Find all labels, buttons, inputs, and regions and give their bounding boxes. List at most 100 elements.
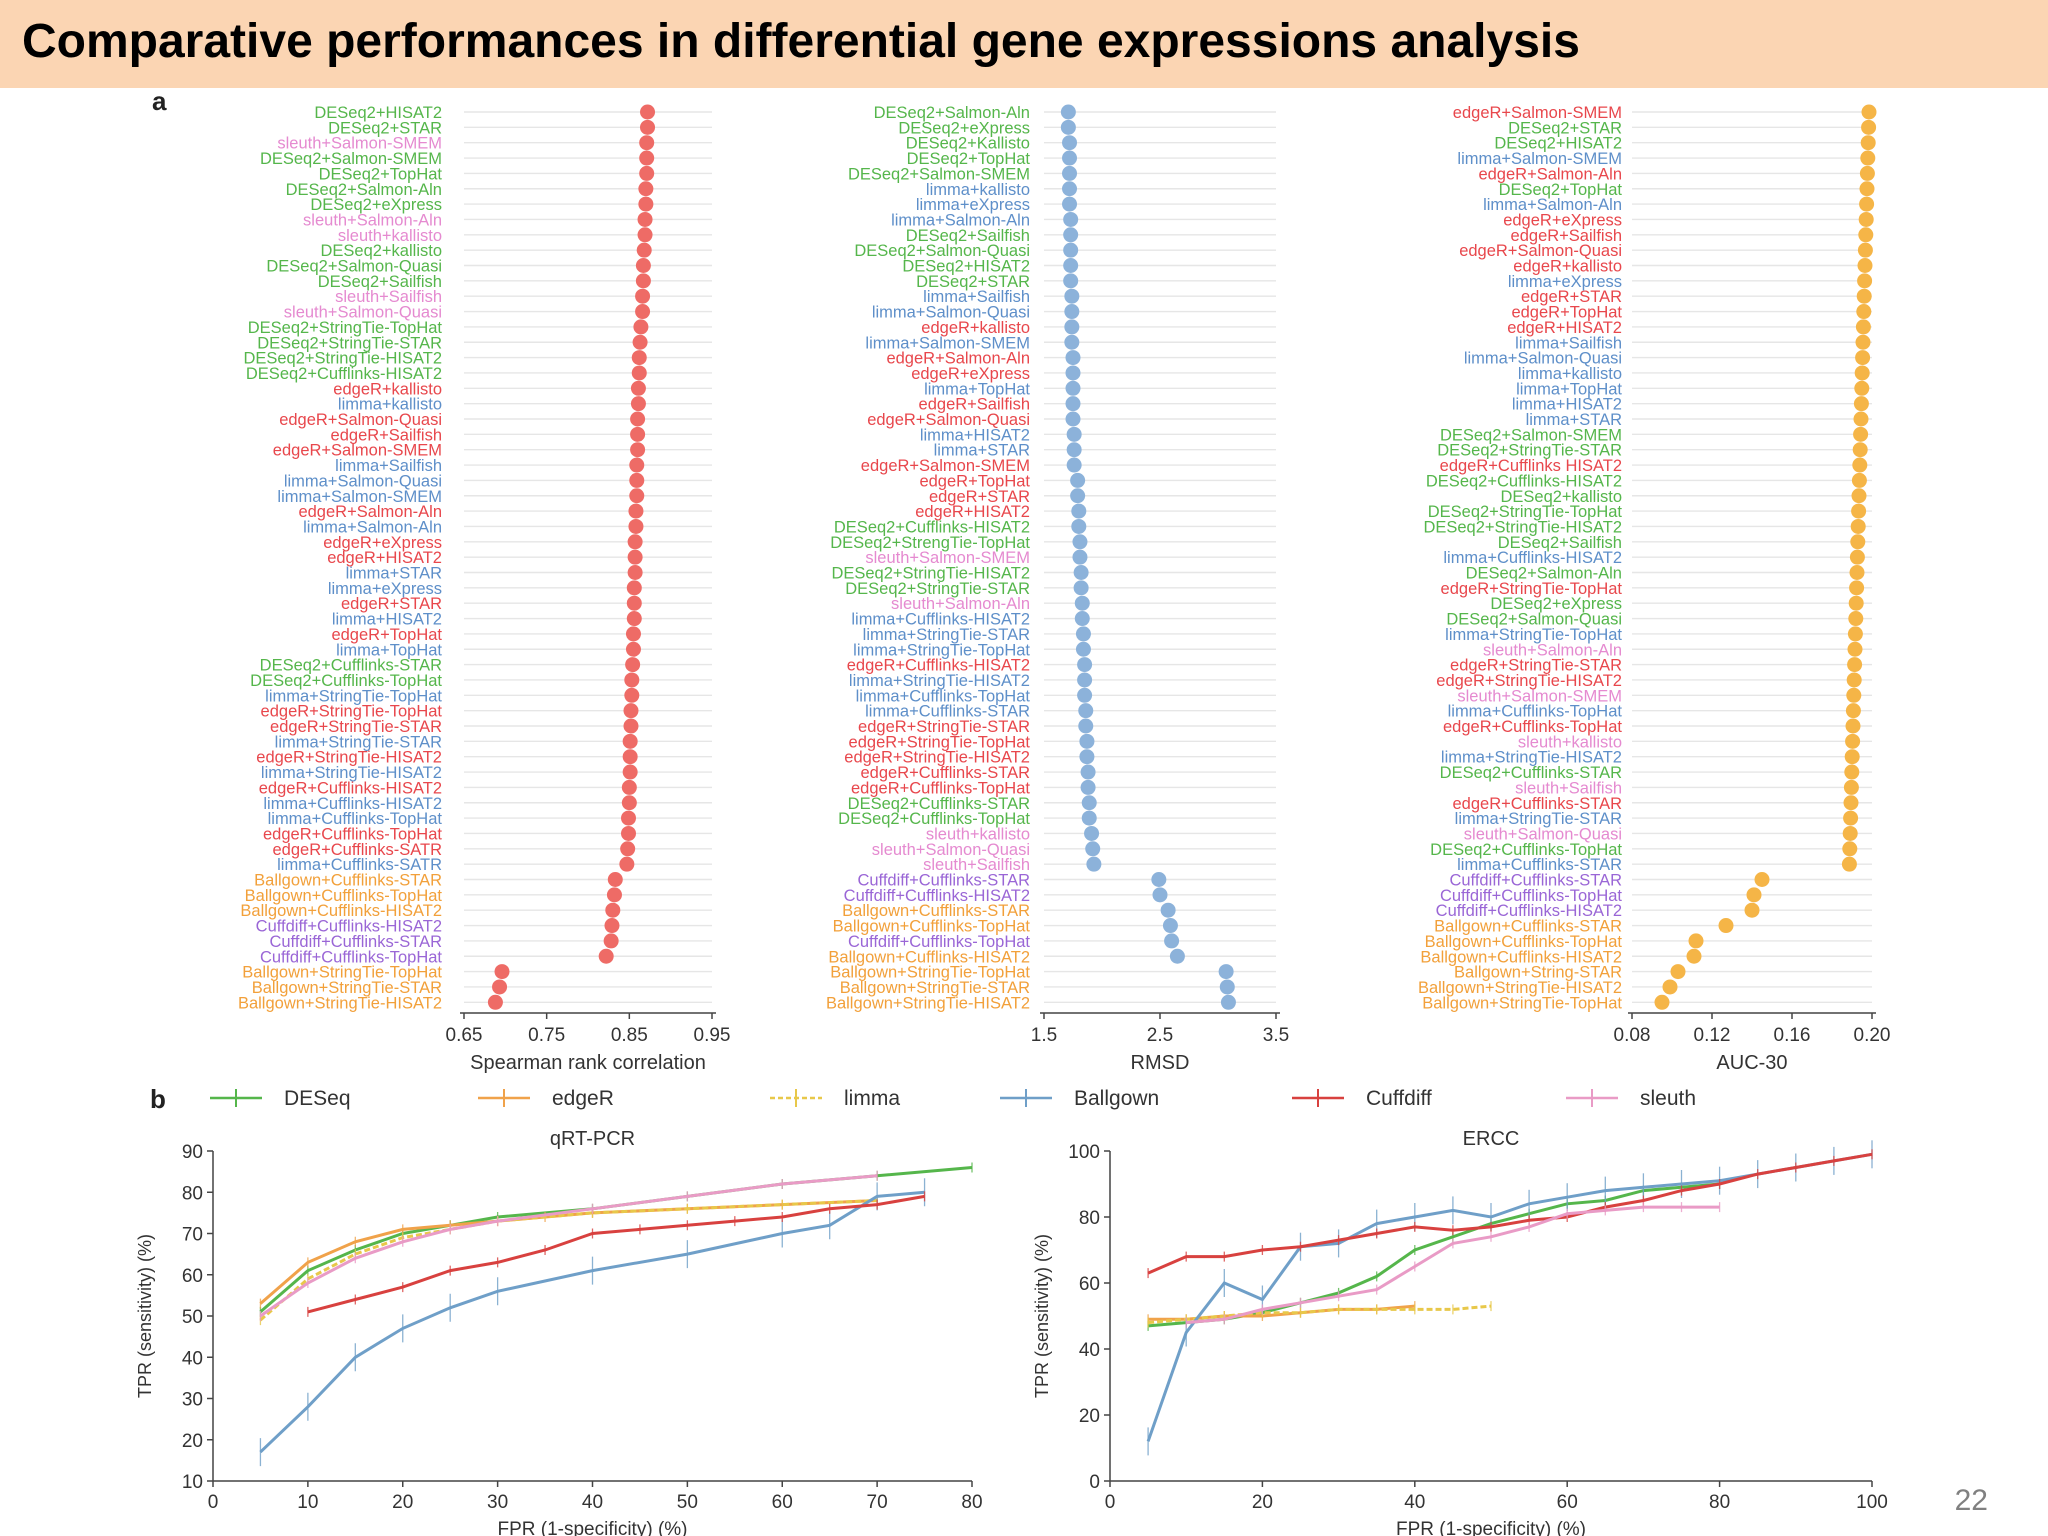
dot-point [1846, 672, 1862, 688]
dot-row-label: limma+Cufflinks-HISAT2 [1443, 549, 1622, 567]
x-tick-label: 0.75 [528, 1025, 565, 1046]
dot-row-label: sleuth+Sailfish [335, 288, 442, 306]
dot-point [1844, 749, 1860, 765]
legend-label: limma [844, 1087, 900, 1110]
dot-row-label: limma+Cufflinks-HISAT2 [851, 611, 1030, 629]
dot-point [1063, 242, 1079, 258]
dot-point [625, 626, 641, 642]
dot-point [1847, 641, 1863, 657]
dot-row-label: DESeq2+StringTie-TopHat [248, 319, 443, 337]
x-tick-label: 1.5 [1031, 1025, 1057, 1046]
slide-title-bar: Comparative performances in differential… [0, 0, 2048, 88]
dot-point [639, 165, 655, 181]
dot-row-label: DESeq2+TopHat [907, 150, 1031, 168]
dot-row-label: Cuffdiff+Cufflinks-HISAT2 [1436, 902, 1622, 920]
dot-row-label: edgeR+HISAT2 [1507, 319, 1622, 337]
dot-row-label: edgeR+kallisto [921, 319, 1030, 337]
dot-row-label: edgeR+Salmon-Aln [298, 503, 442, 521]
dot-point [1670, 964, 1686, 980]
dot-point [1845, 718, 1861, 734]
series-line-cuffdiff [307, 1194, 925, 1314]
dot-row-label: limma+StringTie-STAR [863, 626, 1030, 644]
dot-row-label: sleuth+Salmon-Aln [891, 595, 1030, 613]
series-line-ballgown [259, 1190, 925, 1454]
dot-row-label: limma+Cufflinks-SATR [277, 856, 442, 874]
dot-row-label: limma+Salmon-SMEM [277, 488, 442, 506]
dot-point [1850, 518, 1866, 534]
dot-row-label: edgeR+eXpress [323, 534, 442, 552]
dot-point [628, 503, 644, 519]
dot-row-label: limma+Salmon-Aln [303, 518, 442, 536]
dot-point [640, 104, 656, 120]
dot-point [1845, 703, 1861, 719]
dot-point [621, 825, 637, 841]
dot-point [1073, 580, 1089, 596]
dot-point [1841, 856, 1857, 872]
chart-title: qRT-PCR [550, 1128, 635, 1150]
dot-row-label: DESeq2+Cufflinks-TopHat [1430, 841, 1622, 859]
dot-row-label: DESeq2+Sailfish [906, 227, 1030, 245]
dot-point [622, 749, 638, 765]
dot-point [1063, 273, 1079, 289]
dot-row-label: sleuth+Salmon-Quasi [1464, 825, 1622, 843]
dot-row-label: DESeq2+StringTie-HISAT2 [831, 565, 1030, 583]
dot-row-label: sleuth+Salmon-SMEM [1457, 687, 1622, 705]
dot-row-label: DESeq2+StringTie-STAR [1437, 442, 1622, 460]
dot-point [1842, 825, 1858, 841]
y-tick-label: 100 [1068, 1142, 1100, 1163]
dot-row-label: edgeR+StringTie-TopHat [1441, 580, 1623, 598]
dot-row-label: edgeR+Sailfish [919, 396, 1030, 414]
dot-row-label: limma+STAR [934, 442, 1030, 460]
dot-row-label: limma+Sailfish [335, 457, 442, 475]
dot-point [1075, 626, 1091, 642]
dot-point [1084, 825, 1100, 841]
dot-point [492, 979, 508, 995]
dot-point [1060, 119, 1076, 135]
dot-point [1063, 227, 1079, 243]
dot-point [603, 933, 619, 949]
dot-row-label: Ballgown+StringTie-STAR [840, 979, 1030, 997]
dot-point [1848, 595, 1864, 611]
dot-row-label: limma+Salmon-Quasi [284, 472, 442, 490]
dot-point [638, 181, 654, 197]
dot-point [1843, 795, 1859, 811]
y-tick-label: 80 [1079, 1208, 1100, 1229]
dot-point [630, 442, 646, 458]
dot-row-label: limma+kallisto [338, 396, 442, 414]
dot-row-label: DESeq2+StringTie-HISAT2 [243, 350, 442, 368]
dot-row-label: DESeq2+STAR [916, 273, 1030, 291]
dot-point [630, 426, 646, 442]
dot-row-label: limma+StringTie-TopHat [853, 641, 1030, 659]
dot-point [1062, 150, 1078, 166]
dot-point [623, 703, 639, 719]
dot-row-label: edgeR+StringTie-TopHat [849, 733, 1031, 751]
dot-point [1077, 687, 1093, 703]
dot-point [1853, 426, 1869, 442]
dot-point [1855, 319, 1871, 335]
dot-point [1858, 211, 1874, 227]
dot-point [1860, 135, 1876, 151]
dot-row-label: DESeq2+Kallisto [906, 135, 1030, 153]
y-axis-title: TPR (sensitivity) (%) [135, 1234, 155, 1398]
dot-point [1844, 764, 1860, 780]
dot-point [1081, 810, 1097, 826]
dot-row-label: limma+Salmon-SMEM [1457, 150, 1622, 168]
dot-row-label: Ballgown+Cufflinks-STAR [1434, 918, 1622, 936]
figure: abDESeq2+HISAT2DESeq2+STARsleuth+Salmon-… [135, 88, 1890, 1536]
dot-point [1064, 334, 1080, 350]
dot-point [1219, 979, 1235, 995]
dot-row-label: sleuth+Salmon-Aln [1483, 641, 1622, 659]
dot-row-label: limma+Cufflinks-HISAT2 [263, 795, 442, 813]
dot-row-label: DESeq2+TopHat [319, 165, 443, 183]
dot-row-label: edgeR+kallisto [1513, 258, 1622, 276]
dot-point [607, 872, 623, 887]
dot-point [1164, 933, 1180, 949]
dot-row-label: DESeq2+Cufflinks-STAR [260, 657, 442, 675]
y-tick-label: 60 [182, 1266, 203, 1287]
dot-row-label: DESeq2+HISAT2 [314, 104, 442, 122]
dot-point [1856, 288, 1872, 304]
dot-point [1857, 273, 1873, 289]
dot-row-label: limma+StringTie-TopHat [265, 687, 442, 705]
dot-point [1859, 196, 1875, 212]
dot-row-label: DESeq2+STAR [328, 119, 442, 137]
